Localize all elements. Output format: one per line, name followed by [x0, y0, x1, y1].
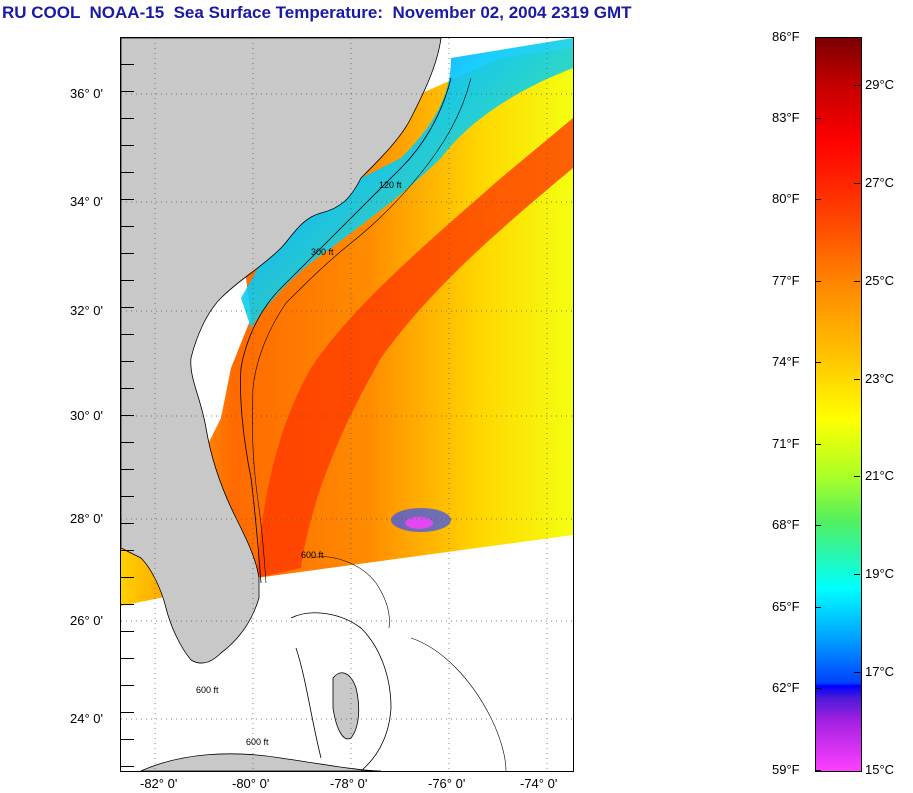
colorbar-f-label: 86°F: [772, 29, 800, 44]
latitude-label: 36° 0': [70, 86, 103, 101]
axis-tick: [120, 469, 134, 470]
colorbar-tick: [854, 85, 860, 86]
axis-tick: [120, 550, 134, 551]
colorbar-f-label: 77°F: [772, 273, 800, 288]
axis-tick: [120, 496, 134, 497]
axis-tick: [120, 631, 134, 632]
axis-tick: [120, 604, 134, 605]
colorbar-tick: [815, 199, 821, 200]
contour-label: 120 ft: [379, 180, 402, 190]
colorbar-tick: [815, 525, 821, 526]
longitude-label: -74° 0': [520, 776, 558, 791]
longitude-label: -76° 0': [428, 776, 466, 791]
colorbar-c-label: 17°C: [865, 664, 895, 679]
contour-label: 600 ft: [246, 737, 269, 747]
colorbar-tick: [854, 281, 860, 282]
axis-tick: [120, 172, 134, 173]
temperature-colorbar: [815, 37, 862, 772]
latitude-label: 28° 0': [70, 511, 103, 526]
axis-tick: [120, 64, 134, 65]
bahamas-bank-contour: [290, 612, 392, 771]
axis-tick: [120, 280, 134, 281]
axis-tick: [120, 334, 134, 335]
isobath-contour: [240, 77, 452, 584]
colorbar-c-label: 25°C: [865, 273, 895, 288]
colorbar-c-label: 27°C: [865, 175, 895, 190]
colorbar-tick: [854, 183, 860, 184]
axis-tick: [120, 739, 134, 740]
axis-tick: [120, 658, 134, 659]
axis-tick: [120, 91, 134, 92]
colorbar-f-label: 68°F: [772, 517, 800, 532]
latitude-label: 24° 0': [70, 711, 103, 726]
colorbar-c-label: 21°C: [865, 468, 895, 483]
axis-tick: [120, 253, 134, 254]
latitude-label: 26° 0': [70, 613, 103, 628]
latitude-label: 34° 0': [70, 194, 103, 209]
bahamas-island: [332, 672, 360, 740]
contour-label: 300 ft: [311, 247, 334, 257]
colorbar-f-label: 62°F: [772, 680, 800, 695]
colorbar-f-label: 59°F: [772, 762, 800, 777]
axis-tick: [120, 199, 134, 200]
colorbar-c-label: 19°C: [865, 566, 895, 581]
axis-tick: [120, 145, 134, 146]
colorbar-f-label: 83°F: [772, 110, 800, 125]
colorbar-f-label: 65°F: [772, 599, 800, 614]
axis-tick: [120, 361, 134, 362]
colorbar-tick: [815, 362, 821, 363]
axis-tick: [120, 37, 134, 38]
bahamas-bank-contour-east: [310, 556, 507, 771]
graticule: [121, 38, 573, 771]
nearshore-cool-water: [241, 38, 573, 328]
sst-map-canvas: 120 ft 300 ft 600 ft 600 ft 600 ft: [121, 38, 573, 771]
chart-title: RU COOL NOAA-15 Sea Surface Temperature:…: [2, 3, 632, 22]
colorbar-tick: [815, 688, 821, 689]
axis-tick: [120, 577, 134, 578]
axis-tick: [120, 307, 134, 308]
land-mass: [121, 38, 442, 664]
longitude-label: -82° 0': [140, 776, 178, 791]
contour-label: 600 ft: [301, 550, 324, 560]
axis-tick: [120, 388, 134, 389]
axis-tick: [120, 442, 134, 443]
sst-map: 120 ft 300 ft 600 ft 600 ft 600 ft: [120, 37, 574, 772]
longitude-label: -80° 0': [232, 776, 270, 791]
colorbar-c-label: 23°C: [865, 371, 895, 386]
axis-tick: [120, 766, 134, 767]
axis-tick: [120, 712, 134, 713]
colorbar-f-label: 74°F: [772, 354, 800, 369]
axis-tick: [120, 415, 134, 416]
colorbar-tick: [854, 476, 860, 477]
colorbar-f-label: 80°F: [772, 191, 800, 206]
axis-tick: [120, 226, 134, 227]
axis-tick: [120, 523, 134, 524]
latitude-label: 32° 0': [70, 303, 103, 318]
axis-tick: [120, 685, 134, 686]
isobath-contour-outer: [251, 77, 472, 584]
axis-tick: [120, 118, 134, 119]
colorbar-tick: [815, 281, 821, 282]
colorbar-tick: [854, 574, 860, 575]
colorbar-c-label: 29°C: [865, 77, 895, 92]
colorbar-tick: [854, 672, 860, 673]
contour-label: 600 ft: [196, 685, 219, 695]
colorbar-f-label: 71°F: [772, 436, 800, 451]
colorbar-tick: [815, 37, 821, 38]
longitude-label: -78° 0': [330, 776, 368, 791]
gulf-stream-core: [256, 118, 573, 578]
latitude-label: 30° 0': [70, 408, 103, 423]
colorbar-tick: [815, 770, 821, 771]
colorbar-c-label: 15°C: [865, 762, 895, 777]
colorbar-tick: [854, 379, 860, 380]
colorbar-tick: [815, 607, 821, 608]
colorbar-tick: [815, 118, 821, 119]
cool-eddy-core: [405, 517, 433, 529]
colorbar-tick: [815, 444, 821, 445]
